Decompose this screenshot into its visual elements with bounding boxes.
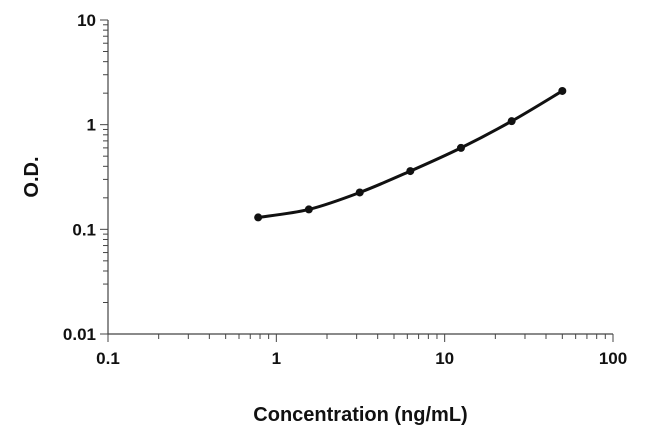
y-tick-label: 10	[77, 11, 96, 30]
tick-marks	[100, 19, 614, 342]
y-axis-title: O.D.	[21, 156, 43, 197]
data-point	[254, 213, 263, 222]
y-tick-label: 0.1	[72, 220, 96, 239]
data-point	[355, 188, 364, 197]
data-point	[507, 117, 516, 126]
data-point	[304, 205, 313, 214]
axes	[107, 20, 613, 335]
y-tick-label: 0.01	[63, 325, 96, 344]
x-tick-label: 1	[272, 349, 281, 368]
x-axis-title: Concentration (ng/mL)	[253, 404, 467, 426]
data-point	[558, 86, 567, 95]
y-tick-label: 1	[87, 116, 96, 135]
x-tick-label: 10	[435, 349, 454, 368]
data-point	[406, 167, 415, 176]
fit-curve	[256, 89, 564, 219]
data-point	[456, 143, 465, 152]
x-tick-label: 0.1	[96, 349, 120, 368]
data-points	[254, 86, 567, 222]
x-tick-label: 100	[599, 349, 627, 368]
